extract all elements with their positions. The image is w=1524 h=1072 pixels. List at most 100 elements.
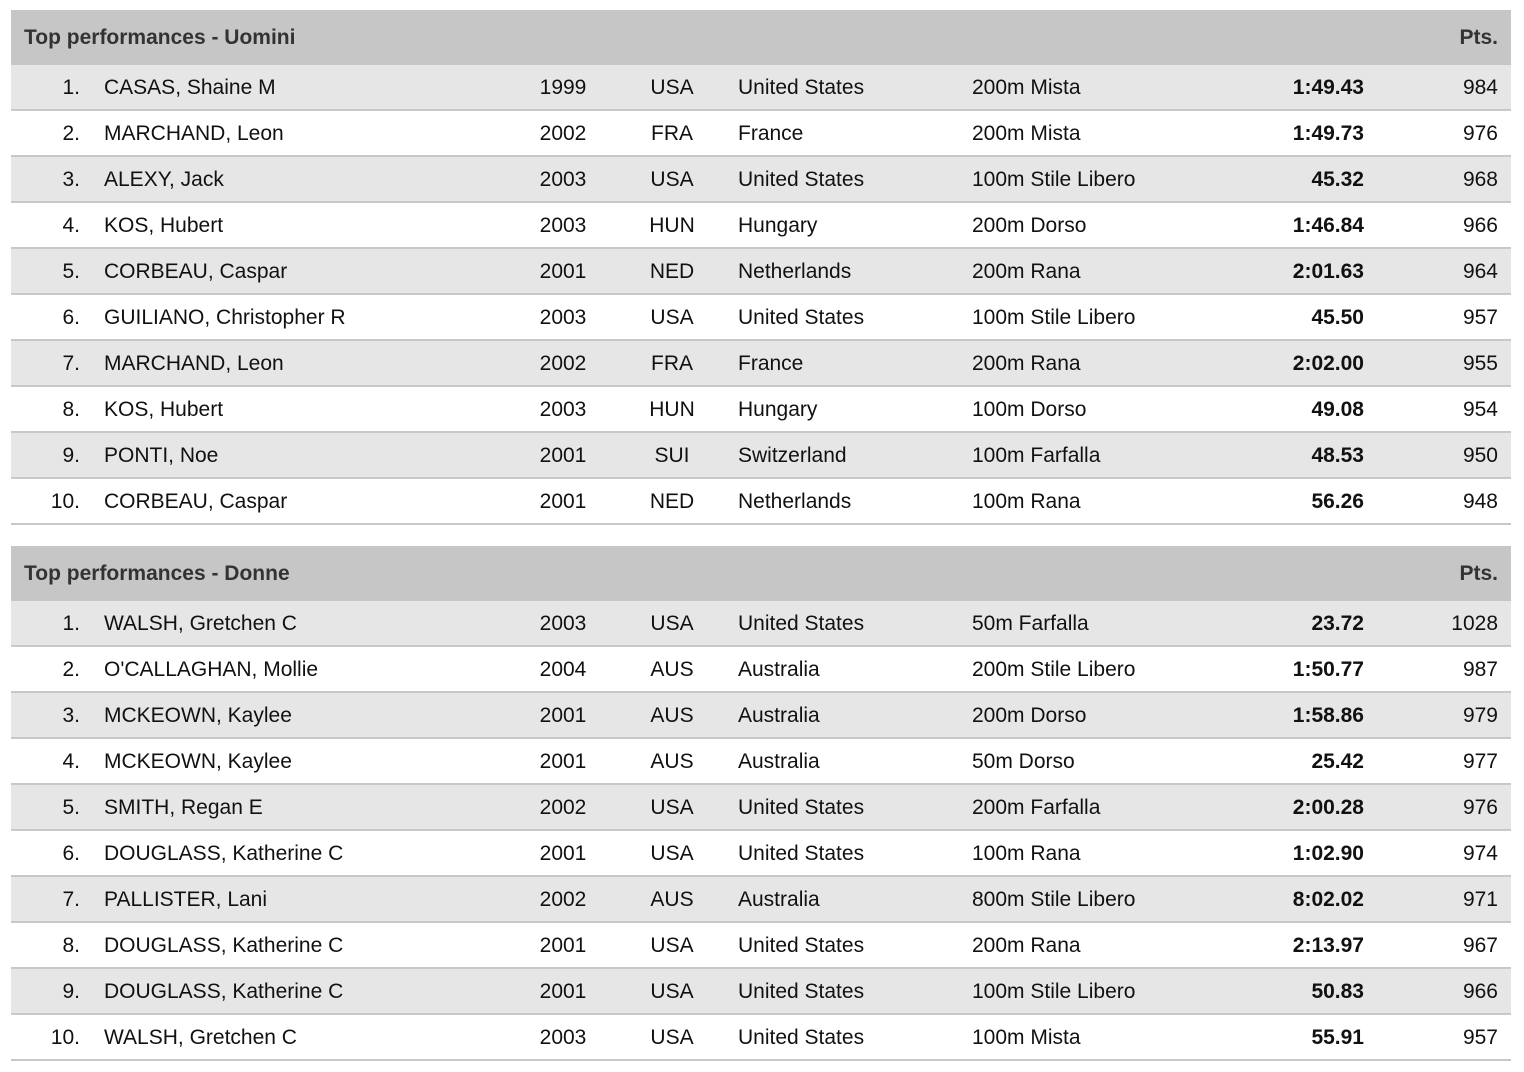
table-row: 7. MARCHAND, Leon 2002 FRA France 200m Rana 2:… bbox=[11, 341, 1511, 387]
cell-time: 2:13.97 bbox=[1292, 934, 1364, 957]
cell-time: 1:02.90 bbox=[1292, 842, 1364, 865]
cell-rank: 1. bbox=[62, 612, 80, 635]
cell-event: 100m Stile Libero bbox=[972, 168, 1136, 191]
cell-rank: 3. bbox=[62, 704, 80, 727]
cell-name: DOUGLASS, Katherine C bbox=[104, 980, 344, 1003]
cell-time: 23.72 bbox=[1311, 612, 1364, 635]
table-row: 5. SMITH, Regan E 2002 USA United States 200m… bbox=[11, 785, 1511, 831]
cell-pts: 948 bbox=[1462, 490, 1498, 513]
cell-time: 1:50.77 bbox=[1292, 658, 1364, 681]
cell-time: 1:46.84 bbox=[1292, 214, 1364, 237]
cell-pts: 955 bbox=[1462, 352, 1498, 375]
cell-pts: 968 bbox=[1462, 168, 1498, 191]
cell-rank: 5. bbox=[62, 796, 80, 819]
cell-year: 2004 bbox=[539, 658, 587, 681]
cell-time: 1:49.43 bbox=[1292, 76, 1364, 99]
cell-country: Australia bbox=[738, 658, 820, 681]
cell-event: 200m Rana bbox=[972, 352, 1081, 375]
cell-year: 2001 bbox=[539, 704, 587, 727]
cell-country: France bbox=[738, 122, 804, 145]
cell-name: KOS, Hubert bbox=[104, 214, 224, 237]
table-row: 6. GUILIANO, Christopher R 2003 USA United S… bbox=[11, 295, 1511, 341]
cell-name: ALEXY, Jack bbox=[104, 168, 224, 191]
table-title: Top performances - Donne bbox=[24, 562, 290, 585]
cell-code: USA bbox=[650, 934, 694, 957]
cell-country: Switzerland bbox=[738, 444, 847, 467]
table-row: 10. CORBEAU, Caspar 2001 NED Netherlands 100m… bbox=[11, 479, 1511, 525]
cell-time: 49.08 bbox=[1311, 398, 1364, 421]
cell-country: Australia bbox=[738, 750, 820, 773]
cell-name: CORBEAU, Caspar bbox=[104, 490, 288, 513]
cell-country: United States bbox=[738, 76, 865, 99]
table-body: 1. WALSH, Gretchen C 2003 USA United States 5… bbox=[11, 601, 1511, 1061]
cell-year: 2002 bbox=[539, 352, 587, 375]
cell-code: FRA bbox=[651, 352, 693, 375]
cell-pts: 966 bbox=[1462, 980, 1498, 1003]
cell-country: Hungary bbox=[738, 398, 818, 421]
cell-year: 2001 bbox=[539, 934, 587, 957]
cell-country: United States bbox=[738, 842, 865, 865]
table-row: 5. CORBEAU, Caspar 2001 NED Netherlands 200m … bbox=[11, 249, 1511, 295]
cell-event: 100m Rana bbox=[972, 842, 1081, 865]
cell-rank: 3. bbox=[62, 168, 80, 191]
cell-event: 200m Mista bbox=[972, 122, 1081, 145]
cell-country: United States bbox=[738, 796, 865, 819]
cell-pts: 987 bbox=[1462, 658, 1498, 681]
cell-event: 50m Farfalla bbox=[972, 612, 1089, 635]
cell-year: 2001 bbox=[539, 490, 587, 513]
cell-code: FRA bbox=[651, 122, 693, 145]
cell-year: 2003 bbox=[539, 1026, 587, 1049]
cell-event: 200m Rana bbox=[972, 260, 1081, 283]
cell-time: 2:02.00 bbox=[1292, 352, 1364, 375]
table-row: 7. PALLISTER, Lani 2002 AUS Australia 800m St… bbox=[11, 877, 1511, 923]
table-row: 1. CASAS, Shaine M 1999 USA United States 200… bbox=[11, 65, 1511, 111]
cell-code: USA bbox=[650, 168, 694, 191]
cell-event: 200m Mista bbox=[972, 76, 1081, 99]
cell-time: 56.26 bbox=[1311, 490, 1364, 513]
cell-pts: 957 bbox=[1462, 306, 1498, 329]
cell-time: 48.53 bbox=[1311, 444, 1364, 467]
cell-rank: 4. bbox=[62, 750, 80, 773]
cell-country: United States bbox=[738, 1026, 865, 1049]
cell-name: MCKEOWN, Kaylee bbox=[104, 750, 292, 773]
cell-pts: 1028 bbox=[1451, 612, 1498, 635]
cell-time: 55.91 bbox=[1311, 1026, 1364, 1049]
cell-name: O'CALLAGHAN, Mollie bbox=[104, 658, 319, 681]
table-row: 8. KOS, Hubert 2003 HUN Hungary 100m Dorso 49.… bbox=[11, 387, 1511, 433]
cell-event: 100m Dorso bbox=[972, 398, 1087, 421]
cell-code: SUI bbox=[654, 444, 690, 467]
cell-rank: 2. bbox=[62, 658, 80, 681]
cell-time: 1:49.73 bbox=[1292, 122, 1364, 145]
cell-event: 100m Farfalla bbox=[972, 444, 1101, 467]
table-header: Top performances - Uomini Pts. bbox=[11, 10, 1511, 65]
cell-pts: 966 bbox=[1462, 214, 1498, 237]
cell-time: 45.50 bbox=[1311, 306, 1364, 329]
cell-time: 25.42 bbox=[1311, 750, 1364, 773]
cell-pts: 984 bbox=[1462, 76, 1498, 99]
cell-event: 200m Farfalla bbox=[972, 796, 1101, 819]
cell-rank: 10. bbox=[50, 490, 80, 513]
cell-name: PONTI, Noe bbox=[104, 444, 219, 467]
cell-pts: 964 bbox=[1462, 260, 1498, 283]
cell-pts: 954 bbox=[1462, 398, 1498, 421]
cell-code: AUS bbox=[650, 750, 694, 773]
cell-year: 1999 bbox=[539, 76, 587, 99]
cell-country: Netherlands bbox=[738, 490, 852, 513]
cell-year: 2003 bbox=[539, 306, 587, 329]
cell-time: 8:02.02 bbox=[1292, 888, 1364, 911]
cell-country: Australia bbox=[738, 888, 820, 911]
cell-country: Netherlands bbox=[738, 260, 852, 283]
cell-rank: 9. bbox=[62, 444, 80, 467]
cell-name: SMITH, Regan E bbox=[104, 796, 263, 819]
cell-name: CASAS, Shaine M bbox=[104, 76, 276, 99]
table-header: Top performances - Donne Pts. bbox=[11, 546, 1511, 601]
cell-rank: 7. bbox=[62, 888, 80, 911]
cell-code: USA bbox=[650, 612, 694, 635]
table-row: 9. DOUGLASS, Katherine C 2001 USA United Sta… bbox=[11, 969, 1511, 1015]
cell-time: 1:58.86 bbox=[1292, 704, 1364, 727]
cell-year: 2001 bbox=[539, 842, 587, 865]
cell-country: Australia bbox=[738, 704, 820, 727]
cell-country: Hungary bbox=[738, 214, 818, 237]
cell-code: HUN bbox=[649, 214, 695, 237]
cell-code: AUS bbox=[650, 704, 694, 727]
